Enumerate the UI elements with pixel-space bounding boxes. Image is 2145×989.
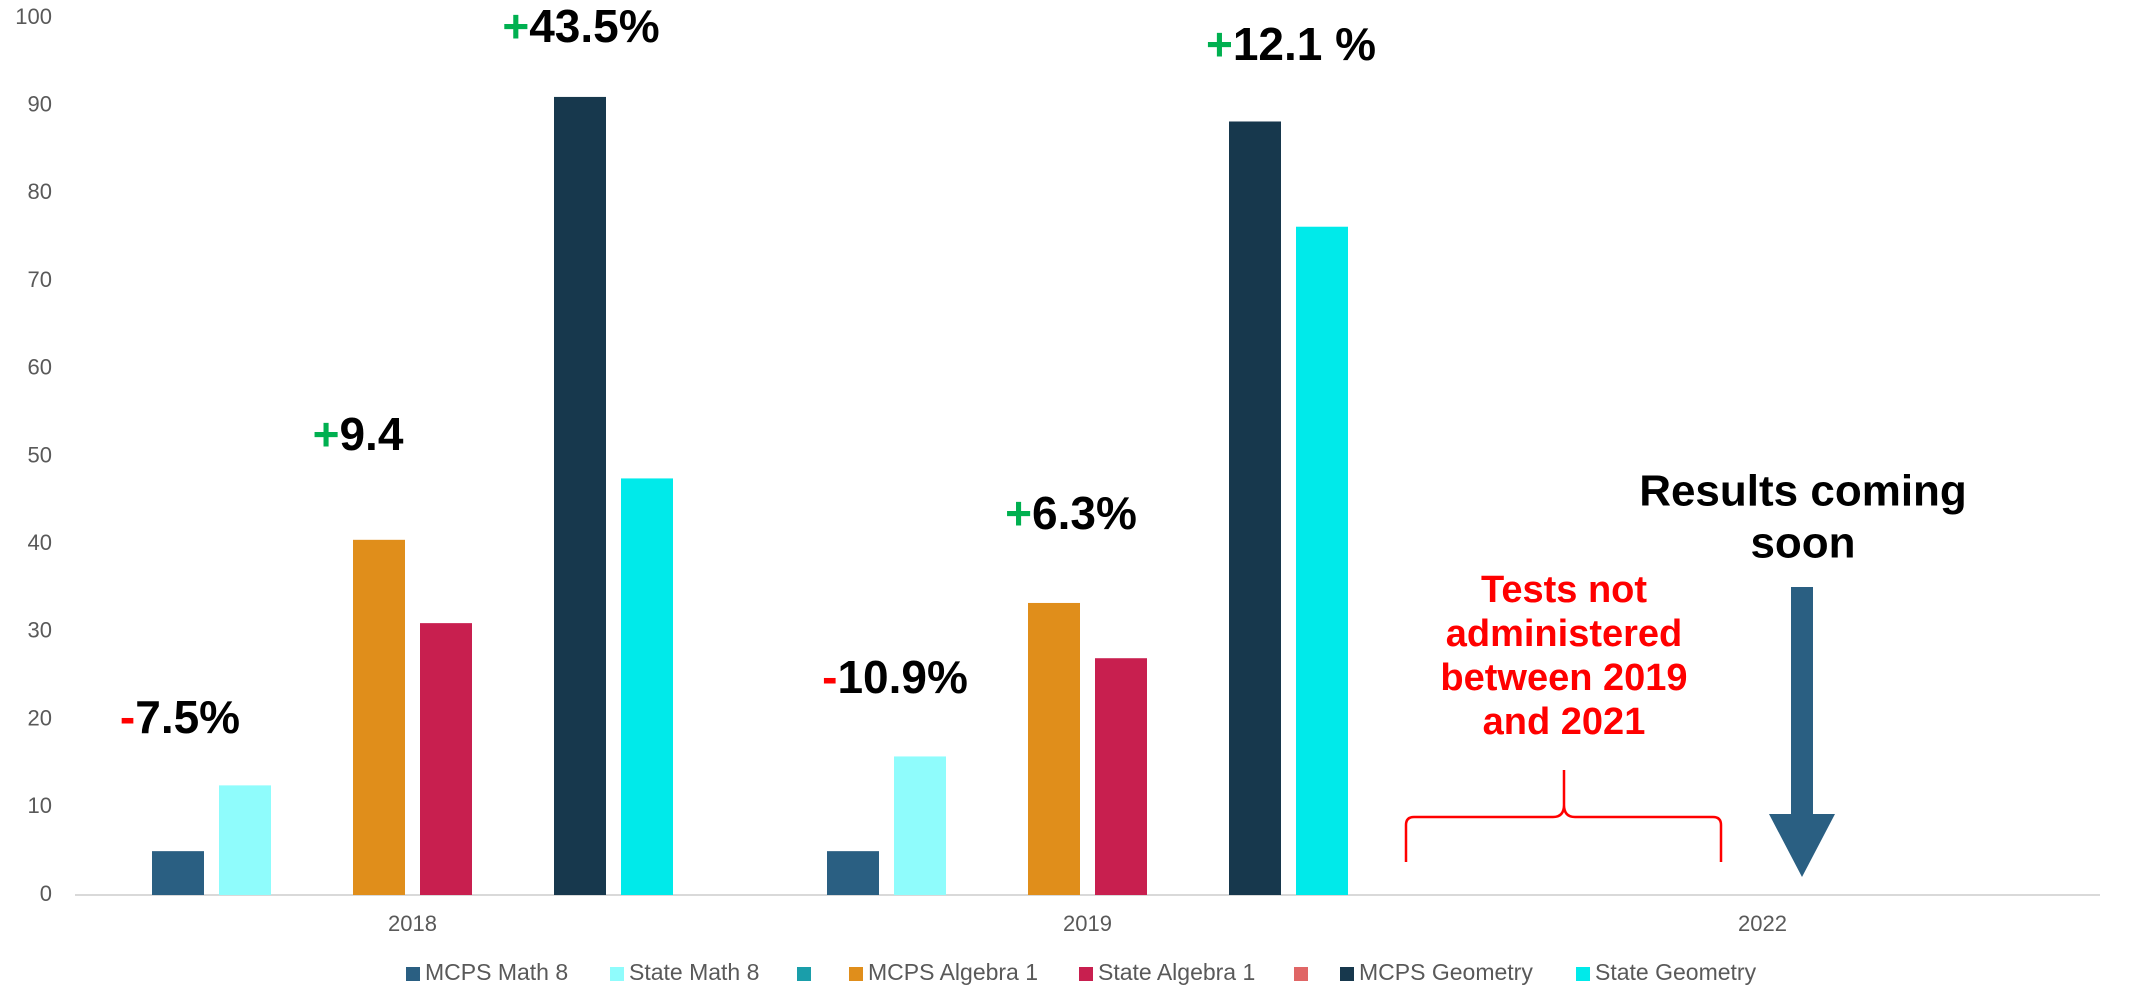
legend-label: MCPS Algebra 1 (868, 959, 1038, 985)
bar (152, 851, 204, 895)
change-label: -10.9% (822, 651, 968, 703)
soon-note: Results coming (1639, 467, 1967, 516)
change-sign: - (822, 651, 837, 703)
change-value: 10.9% (837, 651, 967, 703)
y-tick-label: 100 (15, 4, 52, 29)
legend-marker (1340, 967, 1354, 981)
bar (420, 623, 472, 895)
change-sign: + (1206, 18, 1233, 70)
legend-marker (1079, 967, 1093, 981)
legend-label: MCPS Math 8 (425, 959, 568, 985)
legend-marker (610, 967, 624, 981)
legend-label: MCPS Geometry (1359, 959, 1533, 985)
change-label: +43.5% (502, 0, 659, 52)
legend-marker (1294, 967, 1308, 981)
bar (827, 851, 879, 895)
gap-note: administered (1446, 613, 1683, 655)
bar (554, 96, 606, 896)
y-tick-label: 70 (28, 267, 52, 292)
legend-marker (1576, 967, 1590, 981)
change-label: -7.5% (120, 691, 240, 743)
x-tick-label: 2019 (1063, 911, 1112, 936)
legend-label: State Geometry (1595, 959, 1757, 985)
bar (1296, 226, 1348, 895)
legend-label: State Algebra 1 (1098, 959, 1255, 985)
bar (894, 756, 946, 895)
bar (219, 785, 271, 895)
y-tick-label: 90 (28, 92, 52, 117)
y-tick-label: 40 (28, 530, 52, 555)
bar (353, 539, 405, 895)
change-value: 7.5% (135, 691, 240, 743)
arrow (1769, 587, 1835, 877)
x-tick-label: 2022 (1738, 911, 1787, 936)
bar (1229, 121, 1281, 895)
gap-note: and 2021 (1483, 701, 1646, 743)
y-tick-label: 60 (28, 355, 52, 380)
soon-note: soon (1750, 519, 1855, 568)
gap-note: between 2019 (1440, 657, 1687, 699)
legend-marker (406, 967, 420, 981)
change-value: 12.1 % (1233, 18, 1376, 70)
bar (621, 478, 673, 895)
x-tick-label: 2018 (388, 911, 437, 936)
change-sign: - (120, 691, 135, 743)
bar (1095, 658, 1147, 895)
brace (1404, 770, 1723, 862)
y-tick-label: 50 (28, 442, 52, 467)
change-value: 6.3% (1032, 487, 1137, 539)
change-value: 9.4 (339, 408, 403, 460)
bar (1028, 602, 1080, 895)
legend-label: State Math 8 (629, 959, 759, 985)
change-label: +9.4 (313, 408, 404, 460)
legend-marker (797, 967, 811, 981)
y-tick-label: 30 (28, 618, 52, 643)
change-sign: + (313, 408, 340, 460)
legend-marker (849, 967, 863, 981)
change-sign: + (1005, 487, 1032, 539)
gap-note: Tests not (1481, 569, 1647, 611)
change-value: 43.5% (529, 0, 659, 52)
y-tick-label: 20 (28, 705, 52, 730)
y-tick-label: 0 (40, 881, 52, 906)
y-tick-label: 10 (28, 793, 52, 818)
y-tick-label: 80 (28, 179, 52, 204)
change-sign: + (502, 0, 529, 52)
change-label: +6.3% (1005, 487, 1137, 539)
change-label: +12.1 % (1206, 18, 1376, 70)
